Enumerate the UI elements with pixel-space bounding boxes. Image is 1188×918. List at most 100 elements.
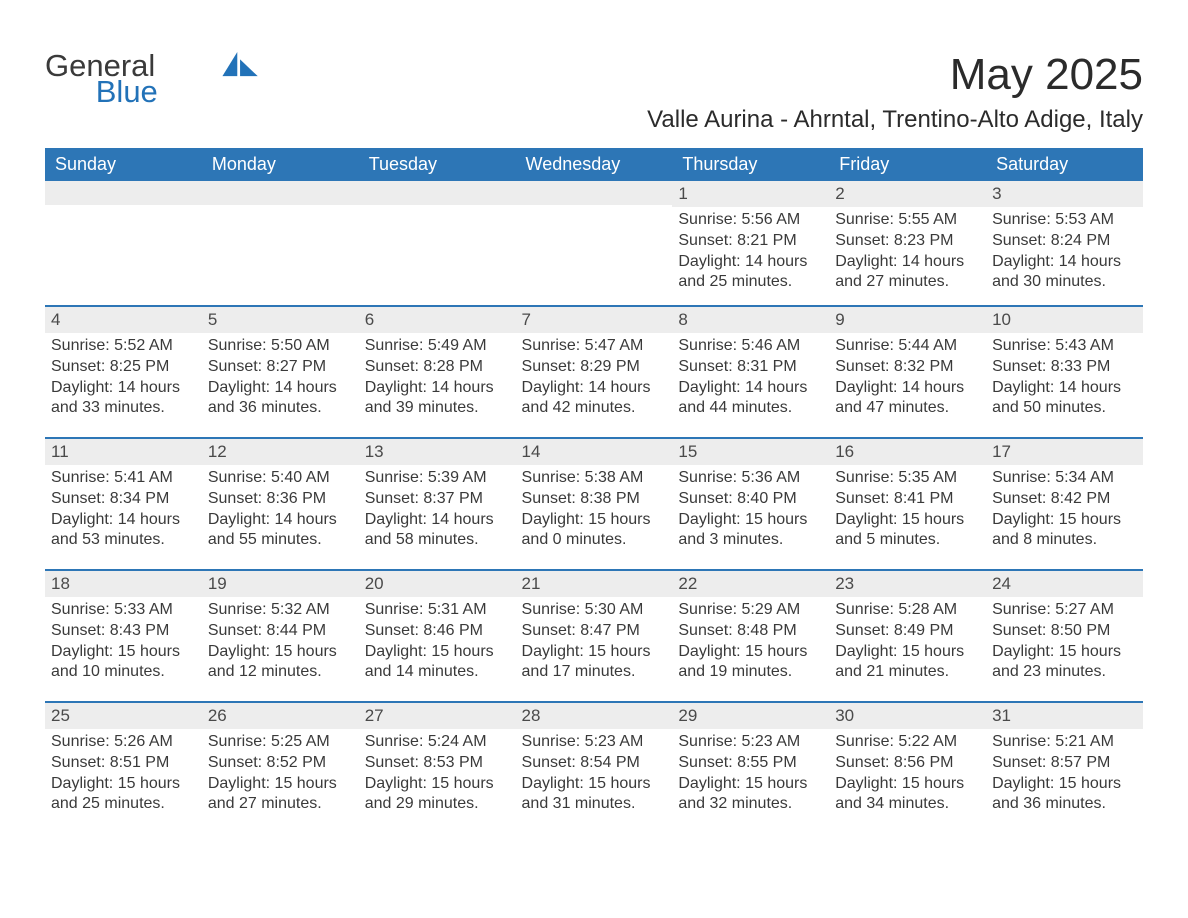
empty-day-bar <box>45 181 202 205</box>
day-daylight1-line: Daylight: 15 hours <box>522 510 667 531</box>
day-daylight1-line: Daylight: 15 hours <box>208 642 353 663</box>
calendar-cell: 18Sunrise: 5:33 AMSunset: 8:43 PMDayligh… <box>45 569 202 701</box>
day-body: Sunrise: 5:35 AMSunset: 8:41 PMDaylight:… <box>829 465 986 551</box>
day-daylight2-line: and 27 minutes. <box>208 794 353 815</box>
calendar-cell: 12Sunrise: 5:40 AMSunset: 8:36 PMDayligh… <box>202 437 359 569</box>
day-number: 15 <box>672 437 829 465</box>
day-daylight2-line: and 39 minutes. <box>365 398 510 419</box>
day-daylight1-line: Daylight: 15 hours <box>365 642 510 663</box>
day-daylight1-line: Daylight: 15 hours <box>835 510 980 531</box>
day-sunrise-line: Sunrise: 5:38 AM <box>522 468 667 489</box>
day-number: 31 <box>986 701 1143 729</box>
calendar-cell <box>45 181 202 305</box>
day-daylight1-line: Daylight: 15 hours <box>678 642 823 663</box>
day-sunrise-line: Sunrise: 5:29 AM <box>678 600 823 621</box>
day-daylight1-line: Daylight: 15 hours <box>51 642 196 663</box>
day-sunrise-line: Sunrise: 5:55 AM <box>835 210 980 231</box>
weekday-header: Wednesday <box>516 148 673 181</box>
calendar-cell: 5Sunrise: 5:50 AMSunset: 8:27 PMDaylight… <box>202 305 359 437</box>
day-daylight2-line: and 25 minutes. <box>678 272 823 293</box>
day-daylight2-line: and 19 minutes. <box>678 662 823 683</box>
calendar-cell <box>202 181 359 305</box>
day-daylight2-line: and 32 minutes. <box>678 794 823 815</box>
day-daylight1-line: Daylight: 14 hours <box>208 378 353 399</box>
calendar-week-row: 25Sunrise: 5:26 AMSunset: 8:51 PMDayligh… <box>45 701 1143 833</box>
calendar-cell: 16Sunrise: 5:35 AMSunset: 8:41 PMDayligh… <box>829 437 986 569</box>
day-number: 5 <box>202 305 359 333</box>
day-daylight1-line: Daylight: 15 hours <box>365 774 510 795</box>
day-daylight2-line: and 34 minutes. <box>835 794 980 815</box>
day-number: 8 <box>672 305 829 333</box>
day-sunset-line: Sunset: 8:52 PM <box>208 753 353 774</box>
day-number: 10 <box>986 305 1143 333</box>
weekday-header: Friday <box>829 148 986 181</box>
empty-day-bar <box>516 181 673 205</box>
calendar-cell: 7Sunrise: 5:47 AMSunset: 8:29 PMDaylight… <box>516 305 673 437</box>
day-sunrise-line: Sunrise: 5:23 AM <box>522 732 667 753</box>
calendar-cell: 10Sunrise: 5:43 AMSunset: 8:33 PMDayligh… <box>986 305 1143 437</box>
day-sunrise-line: Sunrise: 5:22 AM <box>835 732 980 753</box>
day-number: 2 <box>829 181 986 207</box>
day-sunset-line: Sunset: 8:53 PM <box>365 753 510 774</box>
day-daylight2-line: and 55 minutes. <box>208 530 353 551</box>
weekday-header: Tuesday <box>359 148 516 181</box>
day-daylight1-line: Daylight: 14 hours <box>522 378 667 399</box>
logo-word2: Blue <box>96 74 158 109</box>
day-body: Sunrise: 5:44 AMSunset: 8:32 PMDaylight:… <box>829 333 986 419</box>
day-sunrise-line: Sunrise: 5:39 AM <box>365 468 510 489</box>
calendar-cell: 1Sunrise: 5:56 AMSunset: 8:21 PMDaylight… <box>672 181 829 305</box>
calendar-week-row: 4Sunrise: 5:52 AMSunset: 8:25 PMDaylight… <box>45 305 1143 437</box>
day-body: Sunrise: 5:26 AMSunset: 8:51 PMDaylight:… <box>45 729 202 815</box>
day-daylight1-line: Daylight: 15 hours <box>522 642 667 663</box>
calendar-cell: 29Sunrise: 5:23 AMSunset: 8:55 PMDayligh… <box>672 701 829 833</box>
day-body: Sunrise: 5:55 AMSunset: 8:23 PMDaylight:… <box>829 207 986 293</box>
day-body: Sunrise: 5:23 AMSunset: 8:54 PMDaylight:… <box>516 729 673 815</box>
day-daylight1-line: Daylight: 14 hours <box>208 510 353 531</box>
day-daylight2-line: and 50 minutes. <box>992 398 1137 419</box>
empty-day-bar <box>202 181 359 205</box>
calendar-cell: 2Sunrise: 5:55 AMSunset: 8:23 PMDaylight… <box>829 181 986 305</box>
day-daylight2-line: and 14 minutes. <box>365 662 510 683</box>
header-row: General Blue May 2025 <box>45 50 1143 100</box>
day-daylight2-line: and 3 minutes. <box>678 530 823 551</box>
day-daylight2-line: and 5 minutes. <box>835 530 980 551</box>
day-sunrise-line: Sunrise: 5:56 AM <box>678 210 823 231</box>
day-daylight1-line: Daylight: 14 hours <box>835 252 980 273</box>
day-body: Sunrise: 5:40 AMSunset: 8:36 PMDaylight:… <box>202 465 359 551</box>
day-daylight2-line: and 53 minutes. <box>51 530 196 551</box>
day-sunset-line: Sunset: 8:31 PM <box>678 357 823 378</box>
day-sunset-line: Sunset: 8:51 PM <box>51 753 196 774</box>
day-sunset-line: Sunset: 8:42 PM <box>992 489 1137 510</box>
day-body: Sunrise: 5:52 AMSunset: 8:25 PMDaylight:… <box>45 333 202 419</box>
day-sunset-line: Sunset: 8:54 PM <box>522 753 667 774</box>
day-daylight2-line: and 8 minutes. <box>992 530 1137 551</box>
day-body: Sunrise: 5:27 AMSunset: 8:50 PMDaylight:… <box>986 597 1143 683</box>
day-number: 20 <box>359 569 516 597</box>
day-sunrise-line: Sunrise: 5:26 AM <box>51 732 196 753</box>
calendar-cell <box>359 181 516 305</box>
day-body: Sunrise: 5:21 AMSunset: 8:57 PMDaylight:… <box>986 729 1143 815</box>
day-daylight1-line: Daylight: 15 hours <box>678 510 823 531</box>
day-number: 25 <box>45 701 202 729</box>
day-sunset-line: Sunset: 8:55 PM <box>678 753 823 774</box>
day-sunset-line: Sunset: 8:43 PM <box>51 621 196 642</box>
day-daylight1-line: Daylight: 14 hours <box>51 378 196 399</box>
day-body: Sunrise: 5:33 AMSunset: 8:43 PMDaylight:… <box>45 597 202 683</box>
day-body: Sunrise: 5:32 AMSunset: 8:44 PMDaylight:… <box>202 597 359 683</box>
day-daylight2-line: and 17 minutes. <box>522 662 667 683</box>
day-daylight1-line: Daylight: 15 hours <box>835 774 980 795</box>
day-number: 13 <box>359 437 516 465</box>
day-sunset-line: Sunset: 8:28 PM <box>365 357 510 378</box>
day-body: Sunrise: 5:25 AMSunset: 8:52 PMDaylight:… <box>202 729 359 815</box>
day-sunset-line: Sunset: 8:37 PM <box>365 489 510 510</box>
day-body: Sunrise: 5:39 AMSunset: 8:37 PMDaylight:… <box>359 465 516 551</box>
location-subtitle: Valle Aurina - Ahrntal, Trentino-Alto Ad… <box>45 106 1143 134</box>
calendar-cell: 11Sunrise: 5:41 AMSunset: 8:34 PMDayligh… <box>45 437 202 569</box>
day-body: Sunrise: 5:43 AMSunset: 8:33 PMDaylight:… <box>986 333 1143 419</box>
day-daylight2-line: and 30 minutes. <box>992 272 1137 293</box>
day-sunrise-line: Sunrise: 5:30 AM <box>522 600 667 621</box>
calendar-cell: 25Sunrise: 5:26 AMSunset: 8:51 PMDayligh… <box>45 701 202 833</box>
day-sunset-line: Sunset: 8:32 PM <box>835 357 980 378</box>
day-sunset-line: Sunset: 8:33 PM <box>992 357 1137 378</box>
calendar-cell: 31Sunrise: 5:21 AMSunset: 8:57 PMDayligh… <box>986 701 1143 833</box>
